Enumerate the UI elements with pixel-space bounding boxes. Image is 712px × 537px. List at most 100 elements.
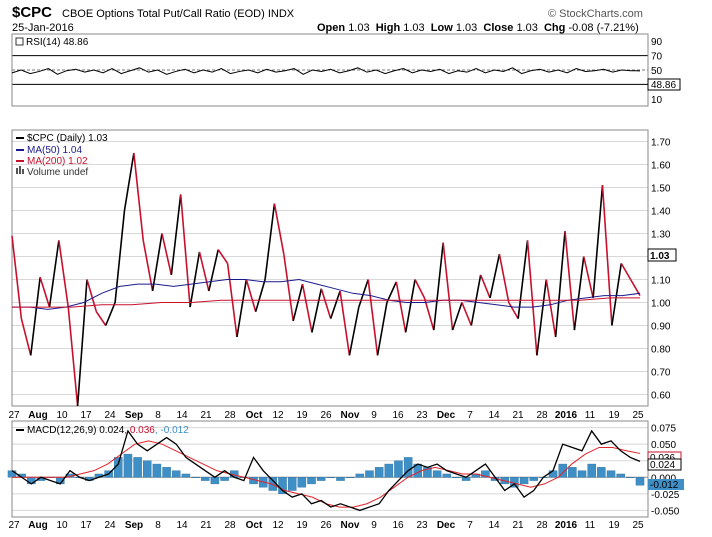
macd-legend-name: MACD(12,26,9): [27, 425, 96, 436]
x-axis-label-macd: 11: [585, 520, 596, 531]
macd-histogram-bar: [307, 477, 316, 485]
price-segment: [58, 240, 70, 308]
price-tick-label: 1.10: [651, 276, 671, 287]
price-segment: [489, 254, 501, 299]
price-segment: [198, 251, 210, 292]
ma50-line: [12, 278, 641, 310]
macd-histogram-bar: [345, 477, 355, 478]
price-tick-label: 1.50: [651, 184, 671, 195]
price-legend: $CPC (Daily) 1.03 MA(50) 1.04 MA(200) 1.…: [16, 133, 108, 178]
macd-histogram-bar: [7, 470, 17, 478]
x-axis-label-macd: 28: [536, 520, 548, 531]
x-axis-label-macd: 9: [371, 520, 377, 531]
x-axis-label-macd: 2016: [555, 520, 578, 531]
macd-histogram-bar: [220, 477, 229, 481]
price-segment: [367, 279, 379, 356]
rsi-current-box: [647, 78, 681, 91]
macd-legend-value: 0.024: [99, 425, 124, 436]
high-value: 1.03: [403, 22, 425, 34]
price-segment: [104, 302, 116, 326]
price-segment: [161, 233, 173, 276]
price-segment: [432, 242, 444, 331]
price-segment: [526, 240, 538, 356]
price-segment: [376, 302, 388, 356]
macd-histogram-bar: [297, 477, 307, 488]
x-axis-label-macd: 14: [176, 520, 188, 531]
macd-histogram-bar: [123, 453, 133, 478]
x-axis-label: 28: [536, 410, 548, 421]
price-segment: [358, 279, 369, 308]
close-value: 1.03: [516, 22, 538, 34]
price-segment: [442, 242, 454, 331]
price-segment: [273, 203, 285, 255]
price-segment: [67, 307, 79, 407]
price-segment: [254, 279, 266, 312]
price-tick-label: 1.00: [651, 299, 671, 310]
x-axis-label-macd: Aug: [28, 520, 47, 531]
x-axis-label-macd: 16: [392, 520, 404, 531]
price-segment: [451, 302, 463, 331]
macd-legend: MACD(12,26,9) 0.024, 0.036, -0.012: [16, 425, 189, 436]
macd-histogram-bar: [442, 473, 452, 478]
exchange-label: INDX: [267, 8, 295, 20]
macd-histogram-bar: [27, 477, 36, 485]
macd-histogram-bar: [133, 457, 142, 478]
macd-histogram-bar: [568, 467, 577, 478]
rsi-series: [11, 67, 641, 75]
price-current-box: [647, 248, 677, 262]
x-axis-label-macd: 19: [608, 520, 620, 531]
chg-label: Chg: [543, 22, 566, 34]
price-segment: [179, 194, 191, 308]
price-segment: [629, 279, 641, 297]
high-label: High: [375, 22, 401, 34]
macd-tick-label: -0.025: [651, 490, 680, 501]
rsi-line: [11, 67, 641, 75]
macd-histogram-bar: [143, 460, 152, 478]
x-axis-label: Oct: [246, 410, 263, 421]
price-segment: [29, 277, 41, 356]
price-segment: [423, 297, 435, 331]
instrument-name: CBOE Options Total Put/Call Ratio (EOD): [62, 8, 265, 20]
x-axis-label: 21: [200, 410, 212, 421]
macd-histogram-bar: [374, 467, 384, 478]
x-axis-label: 24: [104, 410, 116, 421]
macd-tick-label: 0.000: [651, 473, 676, 484]
macd-histogram-bar: [548, 470, 558, 478]
macd-histogram-bar: [597, 467, 606, 478]
macd-histogram-bar: [336, 477, 345, 481]
macd-histogram-bar: [152, 463, 162, 478]
price-tick-label: 0.80: [651, 345, 671, 356]
rsi-tick-label: 90: [651, 37, 663, 48]
macd-histogram-bar: [355, 473, 365, 478]
rsi-y-axis: 9070503010: [651, 37, 663, 106]
ma200-line: [12, 297, 640, 308]
price-segment: [86, 279, 98, 312]
x-axis-label-macd: Nov: [341, 520, 360, 531]
rsi-tick-label: 10: [651, 95, 663, 106]
price-current-value: 1.03: [650, 251, 670, 262]
price-segment: [236, 279, 248, 338]
x-axis-label-macd: Sep: [125, 520, 143, 531]
price-segment: [11, 235, 23, 319]
price-segment: [245, 279, 257, 312]
quote-summary: Open 1.03 High 1.03 Low 1.03 Close 1.03 …: [317, 22, 639, 34]
macd-histogram-bar: [287, 477, 297, 491]
macd-histogram-bar: [432, 470, 442, 478]
rsi-tick-label: 50: [651, 66, 663, 77]
x-axis-label-macd: 12: [272, 520, 284, 531]
macd-histogram-bar: [529, 477, 538, 481]
low-label: Low: [430, 22, 453, 34]
x-axis-label: 23: [416, 410, 428, 421]
macd-histogram-bar: [394, 460, 403, 478]
x-axis-main: 27 Aug 10 17 24 Sep 8 14 21 28 Oct 12 19 26 Nov 9 16 23 De…: [8, 410, 644, 421]
volume-legend-icon: [16, 166, 24, 174]
chart-name: CBOE Options Total Put/Call Ratio (EOD) …: [62, 8, 294, 20]
price-series: [11, 152, 641, 407]
open-value: 1.03: [348, 22, 370, 34]
price-legend-label: $CPC (Daily) 1.03: [27, 133, 108, 144]
price-grid: [12, 141, 648, 395]
open-label: Open: [317, 22, 346, 34]
hist-current-box: [648, 479, 684, 490]
x-axis-label: 26: [320, 410, 332, 421]
